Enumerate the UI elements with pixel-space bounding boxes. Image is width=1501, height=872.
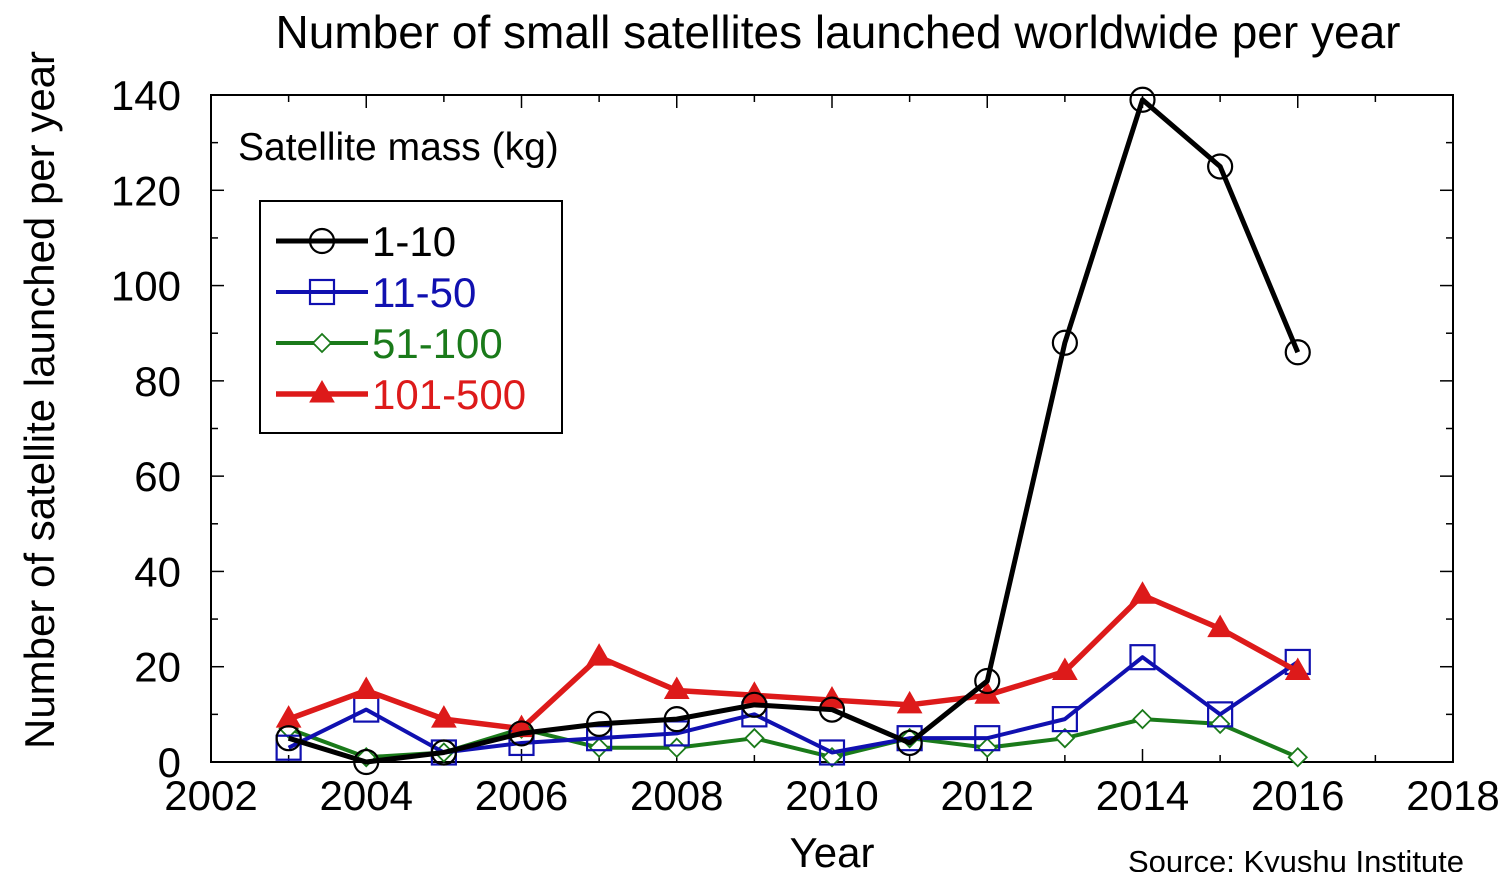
legend-label: 101-500 (372, 371, 526, 418)
chart-title: Number of small satellites launched worl… (276, 6, 1401, 58)
legend-label: 51-100 (372, 320, 503, 367)
x-tick-label: 2010 (785, 772, 878, 819)
legend-item-51-100: 51-100 (276, 320, 503, 367)
series-line (287, 592, 1300, 732)
x-tick-label: 2002 (164, 772, 257, 819)
data-point (974, 725, 1001, 752)
x-tick-label: 2006 (475, 772, 568, 819)
data-point (353, 748, 380, 776)
data-point (275, 734, 302, 761)
data-point (1284, 339, 1311, 366)
legend-marker (309, 379, 335, 403)
data-point (818, 696, 846, 723)
y-axis-title: Number of satellite launched per year (16, 51, 63, 749)
data-point (1051, 706, 1078, 733)
legend-item-1-10: 1-10 (276, 218, 456, 265)
y-tick-label: 140 (111, 72, 181, 119)
legend: Satellite mass (kg) 1-1011-5051-100101-5… (238, 126, 563, 434)
data-point (431, 705, 457, 728)
data-point (508, 720, 535, 747)
data-point (974, 667, 1001, 695)
data-point (896, 690, 923, 714)
data-point (1129, 644, 1156, 671)
legend-label: 1-10 (372, 218, 456, 265)
y-tick-label: 100 (111, 263, 181, 310)
data-point (1051, 329, 1078, 356)
legend-title: Satellite mass (kg) (238, 126, 559, 169)
series-line (287, 97, 1301, 765)
x-tick-label: 2014 (1096, 772, 1189, 819)
data-point (976, 737, 998, 758)
data-point (588, 737, 610, 758)
y-tick-label: 120 (111, 167, 181, 214)
data-point (1207, 701, 1234, 728)
y-tick-label: 60 (134, 453, 181, 500)
data-point (353, 676, 380, 700)
data-point (1207, 614, 1233, 638)
data-point (744, 727, 765, 749)
data-point (1132, 708, 1153, 730)
data-point (663, 706, 690, 733)
series-layer (275, 86, 1311, 776)
data-point (663, 676, 690, 700)
data-point (741, 691, 768, 718)
x-axis-title: Year (790, 829, 875, 872)
source-note: Source: Kyushu Institute (1128, 844, 1464, 872)
series-101-500 (275, 581, 1311, 738)
legend-marker (308, 227, 336, 255)
x-tick-label: 2012 (941, 772, 1034, 819)
data-point (818, 739, 846, 766)
data-point (1287, 746, 1309, 768)
legend-item-11-50: 11-50 (276, 269, 476, 316)
x-tick-label: 2004 (320, 772, 413, 819)
data-point (586, 643, 612, 666)
data-point (1207, 153, 1234, 180)
data-point (1129, 86, 1156, 113)
data-point (1209, 713, 1231, 735)
data-point (896, 729, 923, 757)
axes: 2002 2004 2006 2008 2010 2012 2014 2016 2018 0 20 4… (111, 72, 1500, 819)
data-point (666, 737, 688, 758)
data-point (1054, 727, 1076, 749)
legend-label: 11-50 (372, 269, 476, 316)
y-tick-label: 80 (134, 358, 181, 405)
y-tick-label: 0 (158, 739, 181, 786)
data-point (1052, 657, 1078, 680)
legend-item-101-500: 101-500 (276, 371, 526, 418)
x-tick-label: 2008 (630, 772, 723, 819)
legend-marker (308, 278, 336, 306)
y-tick-label: 20 (134, 644, 181, 691)
x-tick-label: 2016 (1251, 772, 1344, 819)
data-point (275, 725, 302, 752)
legend-marker (311, 332, 333, 354)
series-1-10 (275, 86, 1311, 776)
y-tick-label: 40 (134, 548, 181, 595)
data-point (586, 710, 613, 737)
data-point (430, 739, 457, 766)
x-tick-label: 2018 (1406, 772, 1499, 819)
data-point (1129, 581, 1156, 604)
data-point (1284, 657, 1311, 680)
